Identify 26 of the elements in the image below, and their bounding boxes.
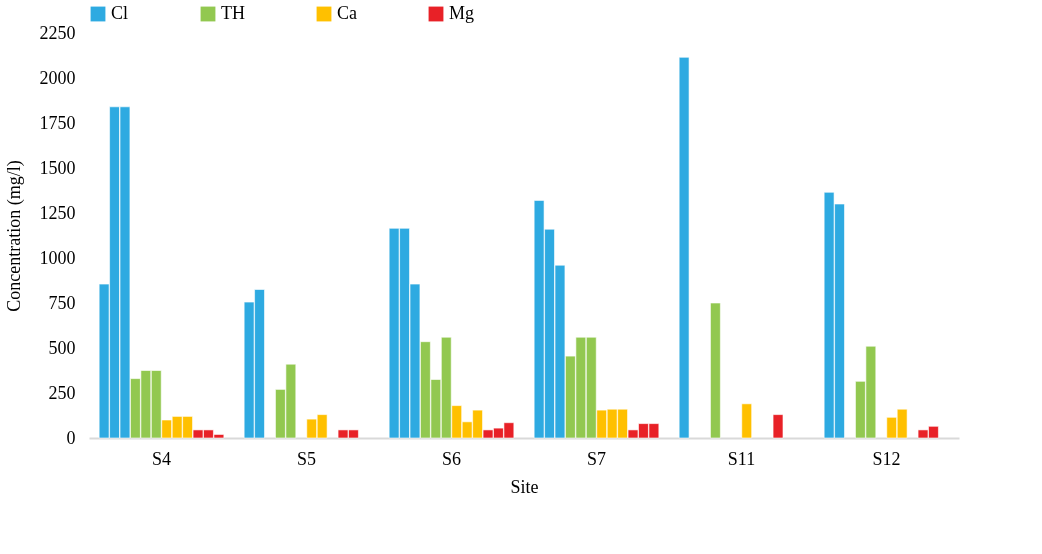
x-tick-label: S12 [872, 448, 901, 469]
y-tick-label: 750 [48, 292, 76, 313]
y-tick-label: 1500 [39, 157, 76, 178]
y-axis-title: Concentration (mg/l) [3, 160, 25, 312]
y-tick-label: 1750 [39, 112, 76, 133]
y-tick-label: 2000 [39, 67, 76, 88]
y-tick-label: 1250 [39, 202, 76, 223]
y-tick-label: 500 [48, 337, 76, 358]
legend-label: Ca [337, 3, 358, 23]
y-tick-label: 2250 [39, 22, 76, 43]
x-tick-label: S4 [151, 448, 172, 469]
legend-label: Cl [111, 3, 129, 23]
x-tick-label: S7 [586, 448, 607, 469]
bar [741, 403, 752, 439]
bar [772, 414, 784, 439]
y-tick-label: 250 [48, 382, 76, 403]
bar [710, 302, 721, 439]
y-tick-label: 1000 [39, 247, 76, 268]
x-tick-label: S6 [441, 448, 462, 469]
x-axis-title: Site [510, 476, 539, 497]
y-tick-label: 0 [66, 427, 76, 448]
x-tick-label: S11 [727, 448, 756, 469]
x-tick-label: S5 [296, 448, 317, 469]
legend-label: TH [221, 3, 245, 23]
legend-label: Mg [449, 3, 475, 23]
bar [678, 57, 690, 439]
